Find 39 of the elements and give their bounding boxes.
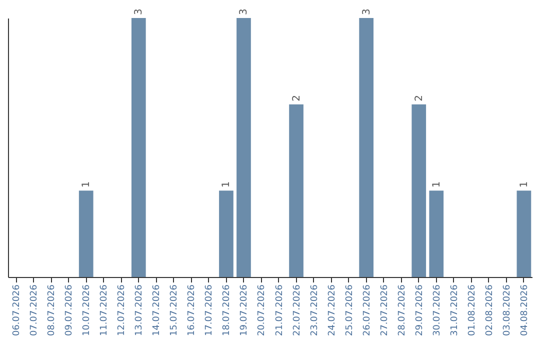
x-tick-label: 17.07.2026	[204, 284, 215, 336]
x-tick-label: 15.07.2026	[170, 284, 180, 336]
x-tick-label: 07.07.2026	[30, 284, 40, 336]
x-tick-label: 09.07.2026	[64, 284, 75, 336]
data-label: 3	[134, 8, 145, 15]
x-tick-label: 03.08.2026	[502, 284, 512, 336]
x-tick-label: 18.07.2026	[222, 284, 232, 336]
x-tick-label: 25.07.2026	[344, 284, 355, 336]
x-tick-label: 02.08.2026	[484, 284, 495, 336]
x-tick-label: 22.07.2026	[292, 284, 302, 336]
x-tick-label: 28.07.2026	[397, 284, 408, 336]
x-tick-label: 10.07.2026	[82, 284, 92, 336]
x-tick-label: 19.07.2026	[240, 284, 250, 336]
data-label: 1	[518, 181, 530, 188]
x-tick-label: 12.07.2026	[117, 284, 128, 336]
x-tick-label: 08.07.2026	[47, 284, 58, 336]
x-tick-label: 23.07.2026	[310, 284, 320, 336]
x-tick-label: 31.07.2026	[450, 284, 460, 336]
x-tick-label: 29.07.2026	[414, 284, 425, 336]
x-tick-label: 04.08.2026	[520, 284, 530, 336]
x-tick-label: 16.07.2026	[187, 284, 198, 336]
x-tick-label: 26.07.2026	[362, 284, 372, 336]
data-label: 1	[431, 181, 442, 188]
x-tick-label: 01.08.2026	[467, 284, 478, 336]
x-tick-label: 21.07.2026	[274, 284, 285, 336]
x-tick-label: 24.07.2026	[327, 284, 338, 336]
x-tick-label: 11.07.2026	[100, 284, 110, 336]
data-label: 1	[81, 181, 92, 188]
x-tick-label: 20.07.2026	[257, 284, 268, 336]
data-label: 3	[361, 8, 372, 15]
x-tick-label: 06.07.2026	[12, 284, 22, 336]
data-label: 2	[291, 94, 302, 102]
x-tick-label: 27.07.2026	[380, 284, 390, 336]
x-tick-label: 13.07.2026	[134, 284, 145, 336]
x-tick-label: 14.07.2026	[152, 284, 162, 336]
x-tick-label: 30.07.2026	[432, 284, 442, 336]
data-label: 3	[238, 8, 250, 15]
data-label: 1	[221, 181, 232, 188]
data-label: 2	[414, 94, 425, 102]
